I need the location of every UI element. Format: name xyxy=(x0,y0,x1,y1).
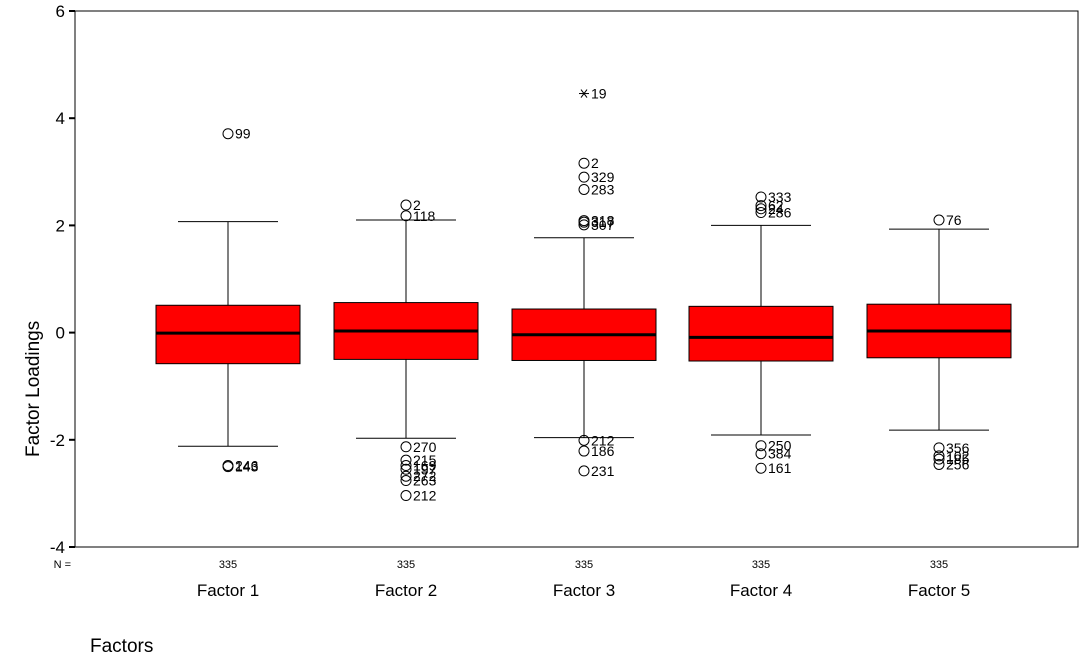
outlier-point xyxy=(400,463,412,475)
n-label: N = xyxy=(54,559,71,571)
outlier-label: 231 xyxy=(591,463,615,479)
n-count: 335 xyxy=(575,559,593,571)
outlier-point xyxy=(578,183,590,195)
outlier-point xyxy=(933,453,945,465)
outlier-label: 76 xyxy=(946,212,962,228)
outlier-label: 307 xyxy=(591,217,615,233)
outlier-point xyxy=(400,454,412,466)
n-count: 335 xyxy=(219,559,237,571)
outlier-label: 283 xyxy=(591,181,615,197)
outlier-label: 356 xyxy=(946,440,970,456)
outlier-point xyxy=(400,470,412,482)
outlier-label: 2 xyxy=(591,155,599,171)
outlier-point xyxy=(755,200,767,212)
outlier-label: 143 xyxy=(235,459,259,475)
outlier-label: 333 xyxy=(768,189,792,205)
outlier-label: 272 xyxy=(413,468,437,484)
outlier-point xyxy=(578,171,590,183)
outlier-label: 161 xyxy=(768,460,792,476)
outlier-point xyxy=(933,458,945,470)
outlier-label: 118 xyxy=(413,208,436,224)
outlier-point xyxy=(578,445,590,457)
x-tick-label: Factor 3 xyxy=(553,581,615,600)
outlier-point xyxy=(400,490,412,502)
y-tick-label: 4 xyxy=(56,109,65,128)
outlier-point xyxy=(578,157,590,169)
outlier-point xyxy=(755,462,767,474)
outlier-point xyxy=(578,219,590,231)
outlier-point xyxy=(400,441,412,453)
outlier-point xyxy=(755,440,767,452)
outlier-point xyxy=(400,460,412,472)
outlier-label: 317 xyxy=(591,214,615,230)
outlier-point xyxy=(755,207,767,219)
outlier-label: 384 xyxy=(768,446,792,462)
outlier-label: 286 xyxy=(768,205,792,221)
outlier-point xyxy=(222,461,234,473)
outlier-label: 102 xyxy=(946,448,970,464)
n-count: 335 xyxy=(930,559,948,571)
outlier-label: 2 xyxy=(413,197,421,213)
outlier-label: 186 xyxy=(591,443,615,459)
outlier-label: 169 xyxy=(413,458,437,474)
outlier-point xyxy=(400,210,412,222)
n-count: 335 xyxy=(397,559,415,571)
outlier-point xyxy=(755,203,767,215)
outlier-label: 263 xyxy=(413,473,437,489)
outlier-point xyxy=(933,442,945,454)
outlier-label: 62 xyxy=(768,198,784,214)
box-iqr xyxy=(688,305,834,362)
outlier-point xyxy=(400,475,412,487)
outlier-point xyxy=(400,199,412,211)
outlier-label: 250 xyxy=(768,438,792,454)
y-tick-label: 6 xyxy=(56,2,65,21)
x-tick-label: Factor 2 xyxy=(375,581,437,600)
outlier-label: 318 xyxy=(591,213,615,229)
y-tick-label: 2 xyxy=(56,216,65,235)
y-axis-title-wrap: Factor Loadings xyxy=(1,0,44,658)
outlier-point xyxy=(578,216,590,228)
outlier-label: 329 xyxy=(591,169,615,185)
outlier-label: 24 xyxy=(768,201,784,217)
outlier-point xyxy=(578,465,590,477)
y-axis-title: Factor Loadings xyxy=(23,320,44,457)
outlier-point xyxy=(933,450,945,462)
y-tick-label: -4 xyxy=(50,538,65,557)
x-tick-label: Factor 4 xyxy=(730,581,792,600)
n-count: 335 xyxy=(752,559,770,571)
outlier-label: 212 xyxy=(413,488,437,504)
outlier-point xyxy=(755,448,767,460)
y-tick-label: -2 xyxy=(50,431,65,450)
plot-frame xyxy=(74,10,1079,548)
x-tick-label: Factor 5 xyxy=(908,581,970,600)
outlier-point xyxy=(933,214,945,226)
outlier-point xyxy=(755,191,767,203)
outlier-point xyxy=(222,128,234,140)
outlier-label: 185 xyxy=(946,451,970,467)
outlier-label: 256 xyxy=(946,456,970,472)
outlier-label: 246 xyxy=(235,458,259,474)
outlier-asterisk xyxy=(580,89,588,98)
y-tick-label: 0 xyxy=(56,324,65,343)
outlier-label: 99 xyxy=(235,126,251,142)
outlier-label: 212 xyxy=(591,432,615,448)
outlier-label: 215 xyxy=(413,452,437,468)
outlier-point xyxy=(578,434,590,446)
outlier-label: 197 xyxy=(413,461,437,477)
outlier-label: 19 xyxy=(591,86,607,102)
outlier-label: 270 xyxy=(413,439,437,455)
x-tick-label: Factor 1 xyxy=(197,581,259,600)
x-axis-title: Factors xyxy=(90,636,154,657)
